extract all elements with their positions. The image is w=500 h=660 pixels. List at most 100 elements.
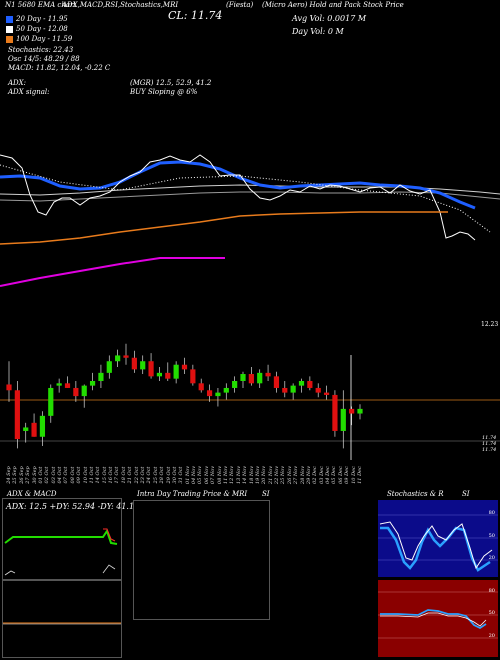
date-tick-label: 14 Nov (242, 465, 249, 485)
date-tick-label: 25 Sep (12, 466, 19, 484)
date-tick-label: 28 Nov (299, 465, 306, 485)
candle-body (165, 372, 171, 379)
date-tick-label: 02 Oct (44, 466, 51, 484)
date-tick-label: 13 Nov (235, 465, 242, 485)
stoch-tick-50: 50 (488, 533, 495, 539)
candle-body (307, 380, 313, 388)
candle-body (240, 374, 246, 381)
macd-panel (2, 580, 122, 658)
candle-body (265, 372, 271, 377)
ema50-swatch (6, 26, 13, 33)
avg-vol: Avg Vol: 0.0017 M (292, 14, 367, 23)
candle-body (340, 408, 346, 431)
ema100-line (0, 211, 448, 245)
candle-body (323, 392, 330, 395)
date-tick-label: 25 Oct (152, 466, 159, 484)
candle-body (232, 380, 238, 388)
date-tick-label: 05 Dec (331, 466, 338, 484)
rsi-blue-line (380, 609, 487, 630)
date-tick-label: 26 Nov (286, 465, 293, 485)
date-tick-label: 27 Sep (25, 466, 32, 484)
candle-body (115, 355, 121, 362)
stochastics-svg (378, 514, 498, 572)
candle-body (248, 374, 254, 384)
stochastic-strip-line (0, 257, 225, 287)
date-tick-label: 18 Oct (120, 466, 127, 484)
date-tick-label: 10 Oct (82, 466, 89, 484)
candle-body (332, 394, 338, 431)
candle-body (173, 364, 179, 379)
adx-white-line (4, 564, 116, 576)
adx-panel-svg (4, 528, 118, 576)
stochastics-value: Stochastics: 22.43 (8, 46, 74, 54)
date-tick-label: 03 Oct (50, 466, 57, 484)
rsi-tick-80: 80 (488, 588, 495, 594)
candle-body (290, 385, 296, 393)
stoch-blue-line (380, 526, 491, 572)
ema50-line (0, 154, 476, 241)
date-tick-label: 05 Nov (197, 465, 204, 485)
candle-body (64, 383, 71, 388)
candle-body (190, 369, 196, 384)
date-tick-label: 09 Oct (76, 466, 83, 484)
indicators-line: ADX,MACD,RSI,Stochastics,MRI (62, 1, 179, 9)
candle-body (106, 361, 112, 373)
adx-panel: ADX: 12.5 +DY: 52.94 -DY: 41.15 (2, 498, 139, 580)
candle-body (315, 387, 321, 393)
macd-panel-svg (3, 622, 121, 625)
candle-body (81, 385, 87, 397)
ticker-line: N1 5680 EMA chart (5, 1, 77, 9)
stoch-panel-title: Stochastics & R (387, 490, 444, 498)
candle-body (140, 361, 146, 370)
candle-body (14, 390, 20, 440)
date-tick-label: 21 Oct (127, 466, 134, 484)
candle-body (73, 387, 79, 397)
candle-body (123, 355, 129, 358)
date-tick-label: 28 Oct (159, 466, 166, 484)
stoch-tick-80: 80 (488, 510, 495, 516)
stoch-tick-20: 20 (488, 555, 495, 561)
intraday-panel (133, 500, 270, 620)
company-label: (Micro Aero) Hold and Pack Stock Price (262, 1, 404, 9)
day-vol: Day Vol: 0 M (292, 27, 344, 36)
candle-body (23, 427, 29, 431)
date-tick-label: 01 Oct (37, 466, 44, 484)
date-tick-label: 15 Oct (101, 466, 108, 484)
adx-label: ADX: (8, 79, 27, 87)
date-tick-label: 11 Dec (357, 466, 363, 484)
date-tick-label: 29 Oct (165, 466, 172, 484)
date-tick-label: 07 Nov (210, 465, 217, 485)
candle-body (98, 372, 104, 381)
candlestick-panel (0, 343, 500, 460)
ema20-line (0, 160, 476, 210)
date-tick-label: 12 Nov (229, 465, 236, 485)
macd-value: MACD: 11.82, 12.04, -0.22 C (8, 64, 111, 72)
date-tick-label: 07 Oct (63, 466, 70, 484)
candle-body (56, 383, 62, 386)
rsi-svg (378, 591, 498, 639)
date-tick-label: 27 Nov (293, 465, 300, 485)
candle-body (206, 390, 213, 397)
ema50-label: 50 Day - 12.08 (16, 25, 68, 33)
date-tick-label: 31 Oct (178, 466, 185, 484)
candle-body (349, 408, 355, 414)
ema20-swatch (6, 16, 13, 23)
price-label-lower-3: 11.74 (482, 447, 497, 453)
rsi-white-line (380, 612, 487, 627)
ema100-swatch (6, 36, 13, 43)
ema20-label: 20 Day - 11.95 (16, 15, 68, 23)
date-tick-label: 03 Dec (318, 466, 325, 484)
candle-body (223, 387, 229, 393)
adx-panel-title: ADX & MACD (7, 490, 57, 498)
candle-body (282, 387, 288, 393)
candle-body (48, 387, 54, 416)
date-tick-label: 08 Nov (216, 465, 223, 485)
rsi-panel: 80 50 20 (378, 580, 498, 657)
rsi-tick-20: 20 (488, 633, 495, 639)
date-tick-label: 09 Dec (344, 466, 351, 484)
date-tick-label: 25 Nov (280, 465, 287, 485)
intraday-panel-title: Intra Day Trading Price & MRI (137, 490, 248, 498)
date-tick-label: 06 Dec (337, 466, 344, 484)
candle-body (273, 376, 280, 388)
candle-body (131, 357, 137, 370)
